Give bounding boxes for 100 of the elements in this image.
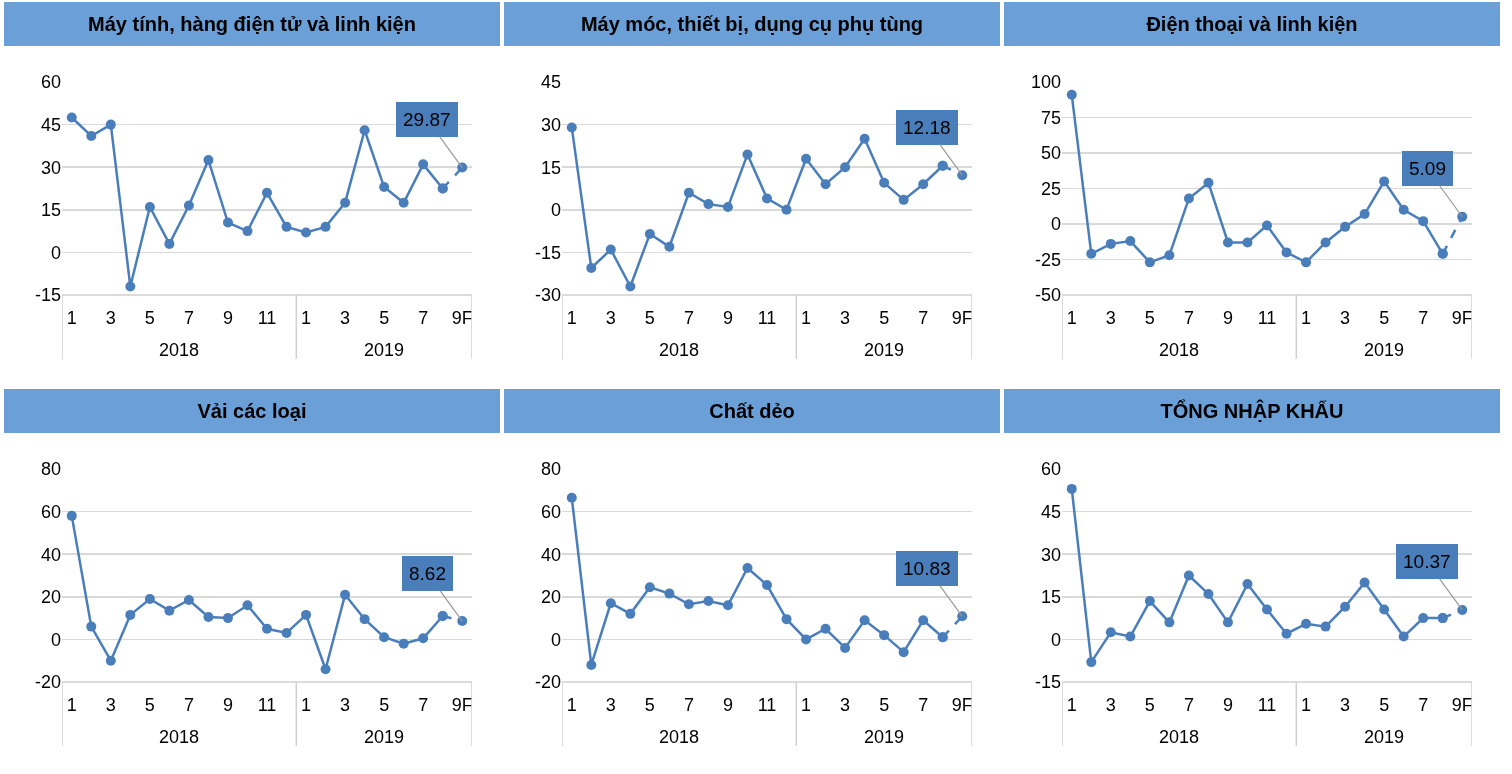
annotation: 12.18 bbox=[903, 117, 951, 138]
x-tick-label: 11 bbox=[257, 308, 277, 328]
x-tick-label: 7 bbox=[418, 308, 429, 328]
y-tick-label: 15 bbox=[540, 157, 561, 178]
point bbox=[820, 179, 831, 190]
point bbox=[301, 227, 312, 238]
point bbox=[859, 133, 870, 144]
point bbox=[605, 244, 616, 255]
point bbox=[937, 160, 948, 171]
x-tick-label: 7 bbox=[1183, 695, 1194, 715]
x-tick-label: 9 bbox=[222, 308, 233, 328]
point bbox=[1105, 627, 1116, 638]
y-tick-label: -15 bbox=[1034, 672, 1061, 693]
x-tick-label: 9F bbox=[951, 308, 973, 328]
point bbox=[359, 614, 370, 625]
point bbox=[1222, 237, 1233, 248]
point bbox=[320, 221, 331, 232]
point bbox=[937, 632, 948, 643]
x-tick-label: 1 bbox=[301, 695, 312, 715]
y-tick-label: 60 bbox=[540, 501, 561, 522]
point bbox=[457, 616, 468, 627]
text: 2018 bbox=[659, 727, 700, 747]
point bbox=[125, 609, 136, 620]
point bbox=[1144, 257, 1155, 268]
x-tick-label: 1 bbox=[1066, 695, 1077, 715]
y-tick-label: 45 bbox=[40, 114, 61, 135]
point bbox=[625, 608, 636, 619]
point bbox=[683, 599, 694, 610]
point bbox=[781, 614, 792, 625]
point bbox=[340, 197, 351, 208]
y-tick-label: 15 bbox=[1040, 587, 1061, 608]
point bbox=[1281, 247, 1292, 258]
x-tick-label: 1 bbox=[566, 308, 577, 328]
point bbox=[1183, 570, 1194, 581]
annotation: 8.62 bbox=[409, 563, 446, 584]
annotation: 10.83 bbox=[903, 558, 951, 579]
y-tick-label: 30 bbox=[1040, 544, 1061, 565]
point bbox=[1359, 209, 1370, 220]
annotation: 10.37 bbox=[1403, 551, 1451, 572]
point bbox=[301, 609, 312, 620]
point bbox=[1262, 220, 1272, 231]
x-tick-label: 5 bbox=[144, 695, 155, 715]
point bbox=[398, 638, 409, 649]
annotation: 29.87 bbox=[403, 109, 451, 130]
point bbox=[605, 598, 616, 609]
x-tick-label: 3 bbox=[105, 308, 116, 328]
y-tick-label: 0 bbox=[1050, 214, 1061, 235]
x-tick-label: 1 bbox=[1301, 308, 1312, 328]
point bbox=[183, 594, 194, 605]
x-tick-label: 3 bbox=[1340, 695, 1351, 715]
x-tick-label: 3 bbox=[340, 695, 351, 715]
x-tick-label: 7 bbox=[1418, 308, 1429, 328]
point bbox=[566, 122, 577, 133]
x-tick-label: 11 bbox=[757, 695, 777, 715]
x-tick-label: 11 bbox=[1257, 308, 1277, 328]
text: 2018 bbox=[659, 340, 700, 360]
y-tick-label: 0 bbox=[550, 200, 561, 221]
x-tick-label: 5 bbox=[1144, 695, 1155, 715]
point bbox=[262, 623, 272, 634]
point bbox=[1125, 631, 1136, 642]
x-tick-label: 7 bbox=[1418, 695, 1429, 715]
y-tick-label: 20 bbox=[40, 587, 61, 608]
y-tick-label: 0 bbox=[1050, 629, 1061, 650]
y-tick-label: 30 bbox=[40, 157, 61, 178]
point bbox=[242, 600, 253, 611]
point bbox=[203, 612, 214, 623]
y-tick-label: 30 bbox=[540, 114, 561, 135]
point bbox=[1203, 177, 1214, 188]
point bbox=[1066, 89, 1077, 100]
x-tick-label: 9 bbox=[222, 695, 233, 715]
y-tick-label: 75 bbox=[1040, 107, 1061, 128]
point bbox=[1262, 604, 1272, 615]
point bbox=[144, 201, 155, 212]
y-tick-label: 80 bbox=[540, 459, 561, 480]
point bbox=[281, 221, 292, 232]
x-tick-label: 7 bbox=[918, 695, 929, 715]
point bbox=[840, 642, 851, 653]
point bbox=[1222, 617, 1233, 628]
point bbox=[820, 623, 831, 634]
point bbox=[125, 281, 136, 292]
x-tick-label: 9F bbox=[951, 695, 973, 715]
point bbox=[262, 187, 272, 198]
point bbox=[1086, 657, 1097, 668]
point bbox=[781, 204, 792, 215]
x-tick-label: 7 bbox=[683, 308, 694, 328]
point bbox=[1301, 618, 1312, 629]
y-tick-label: 60 bbox=[40, 501, 61, 522]
y-tick-label: -15 bbox=[34, 285, 61, 306]
x-tick-label: 1 bbox=[801, 695, 812, 715]
point bbox=[1340, 601, 1351, 612]
x-tick-label: 1 bbox=[1301, 695, 1312, 715]
chart-title: Chất dẻo bbox=[504, 389, 1000, 433]
y-tick-label: 60 bbox=[40, 72, 61, 93]
x-tick-label: 9F bbox=[451, 308, 473, 328]
x-tick-label: 3 bbox=[1340, 308, 1351, 328]
x-tick-label: 11 bbox=[757, 308, 777, 328]
chart-title: Điện thoại và linh kiện bbox=[1004, 2, 1500, 46]
point bbox=[1242, 579, 1253, 590]
point bbox=[1086, 248, 1097, 259]
x-tick-label: 3 bbox=[105, 695, 116, 715]
